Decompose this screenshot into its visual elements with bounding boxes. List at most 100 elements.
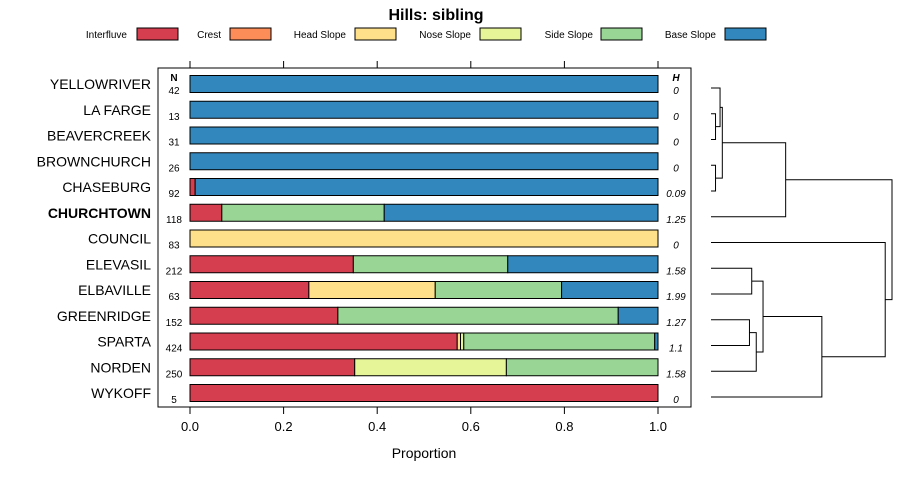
bar-segment-base-slope [617,306,659,325]
bar-segment-base-slope [383,203,659,222]
legend-swatch-crest [229,27,272,41]
row-h-value: 1.58 [666,266,686,277]
bar-segment-interfluve [189,203,223,222]
legend-label-base-slope: Base Slope [665,30,717,41]
legend-swatch-base-slope [724,27,767,41]
bar-segment-interfluve [189,332,458,351]
row-n-value: 26 [168,163,180,174]
bar-segment-base-slope [189,100,659,119]
row-h-value: 1.25 [666,215,686,226]
n-header: N [170,73,177,84]
row-n-value: 42 [168,86,180,97]
row-label: ELEVASIL [86,256,151,272]
legend-label-head-slope: Head Slope [294,30,347,41]
bar-segment-interfluve [189,358,356,377]
x-axis-label: Proportion [392,445,457,461]
row-label: CHASEBURG [62,179,151,195]
row-label: LA FARGE [83,102,151,118]
x-tick-label: 0.8 [555,419,573,434]
row-n-value: 5 [171,395,177,406]
chart-title: Hills: sibling [388,7,483,24]
row-label: YELLOWRIVER [50,76,151,92]
legend-swatch-side-slope [600,27,643,41]
row-n-value: 118 [166,215,182,226]
row-label: NORDEN [90,359,151,375]
row-h-value: 0 [673,241,679,252]
bar-segment-base-slope [194,178,659,196]
dendrogram-link [711,142,787,218]
row-h-value: 0.09 [666,189,686,200]
legend-label-nose-slope: Nose Slope [419,30,471,41]
legend: Interfluve Crest Head Slope Nose Slope Side … [86,27,767,41]
row-n-value: 152 [166,318,183,329]
x-axis: 0.0 0.2 0.4 0.6 0.8 1.0 [181,61,667,434]
row-n-value: 83 [168,241,180,252]
row-h-value: 0 [673,163,679,174]
row-n-value: 212 [166,266,183,277]
row-n-value: 424 [166,344,183,355]
row-h-value: 1.27 [666,318,686,329]
legend-label-interfluve: Interfluve [86,30,128,41]
bar-segment-base-slope [561,281,659,299]
dendrogram-link [751,280,764,353]
dendrogram-link [711,267,753,295]
bar-segment-base-slope [189,152,659,171]
bar-segment-base-slope [654,332,659,351]
legend-swatch-head-slope [354,27,397,41]
bar-segment-base-slope [189,75,659,93]
bar-segment-side-slope [352,255,509,274]
row-h-value: 0 [673,86,679,97]
row-n-value: 31 [168,138,180,149]
bar-segment-interfluve [189,255,354,274]
plot-frame [157,67,692,408]
row-h-value: 1.1 [669,344,683,355]
bar-segment-interfluve [189,281,310,299]
x-tick-label: 1.0 [649,419,667,434]
bar-segment-side-slope [221,203,385,222]
bar-segment-interfluve [189,178,196,196]
bar-segment-head-slope [189,229,659,248]
row-n-value: 63 [168,292,180,303]
x-tick-label: 0.4 [368,419,386,434]
row-n-value: 92 [168,189,180,200]
legend-swatch-nose-slope [479,27,522,41]
row-label: GREENRIDGE [57,308,151,324]
legend-label-side-slope: Side Slope [545,30,594,41]
row-h-value: 1.58 [666,369,686,380]
bar-segment-side-slope [337,306,619,325]
dendrogram-link [715,106,723,179]
dendrogram-link [711,113,717,140]
dendrogram-link [711,316,823,398]
row-label: BROWNCHURCH [37,153,151,169]
row-label: BEAVERCREEK [47,128,152,144]
x-tick-label: 0.2 [275,419,293,434]
bar-segment-head-slope [308,281,436,299]
row-label: COUNCIL [88,231,151,247]
legend-swatch-interfluve [136,27,179,41]
dendrogram-link [711,164,717,192]
x-tick-label: 0.0 [181,419,199,434]
dendrogram [711,87,893,398]
row-label: WYKOFF [91,385,151,401]
dendrogram-link [785,179,893,301]
row-h-value: 0 [673,112,679,123]
dendrogram-link [711,319,750,346]
dendrogram-link [711,242,886,358]
row-h-value: 0 [673,138,679,149]
plot-area: N H YELLOWRIVER 42 0 LA FARGE 13 0 BEAVERCREEK… [37,61,692,461]
row-label: CHURCHTOWN [48,205,151,221]
bar-segment-side-slope [463,332,656,351]
h-header: H [672,73,680,84]
bar-segment-base-slope [189,126,659,145]
bar-segment-nose-slope [354,358,507,377]
row-h-value: 1.99 [666,292,686,303]
row-n-value: 13 [168,112,180,123]
row-h-value: 0 [673,395,679,406]
bar-segment-base-slope [507,255,659,274]
legend-label-crest: Crest [197,30,221,41]
bar-segment-side-slope [505,358,659,377]
bar-segment-interfluve [189,384,659,402]
bar-segment-interfluve [189,306,339,325]
x-tick-label: 0.6 [462,419,480,434]
